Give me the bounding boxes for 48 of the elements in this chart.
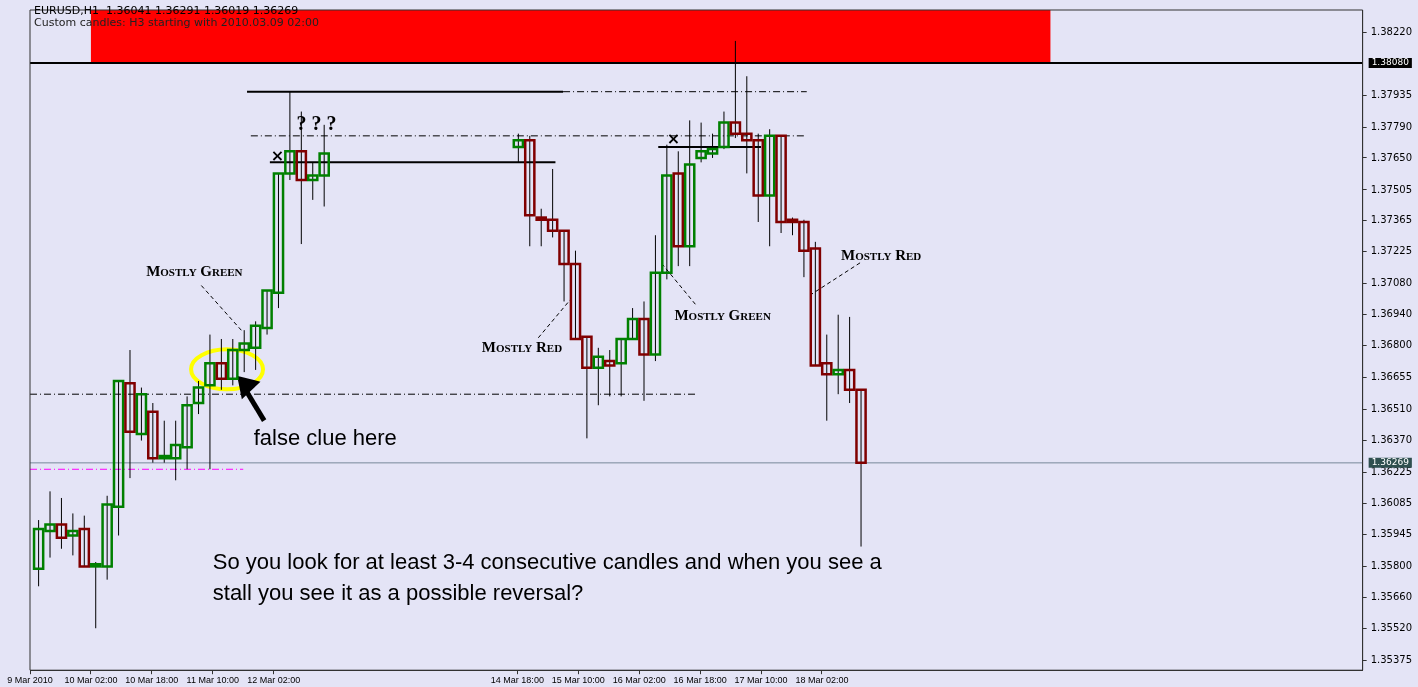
annotation: Mostly Red [841,246,922,263]
y-tick-label: 1.36800 [1370,339,1413,351]
x-tick-label: 11 Mar 10:00 [186,675,239,686]
candlestick [55,497,68,550]
ref-line-label: 1.38080 [1371,57,1410,68]
y-tick-label: 1.36225 [1370,466,1413,478]
x-tick-label: 9 Mar 2010 [7,675,53,686]
y-tick-label: 1.37365 [1370,214,1413,226]
y-tick-label: 1.36085 [1370,497,1413,509]
candlestick [763,128,776,247]
y-tick-label: 1.36655 [1370,371,1413,383]
y-tick-label: 1.37650 [1370,151,1413,163]
annotation: Mostly Red [481,338,563,355]
x-tick-label: 10 Mar 02:00 [64,675,118,686]
y-tick-label: 1.37790 [1370,120,1413,132]
candlestick [78,515,91,568]
y-tick-label: 1.35800 [1370,560,1413,572]
y-tick-label: 1.36370 [1370,434,1413,446]
y-tick-label: 1.37080 [1370,277,1413,289]
y-tick-label: 1.37225 [1370,245,1413,257]
annotation: Mostly Green [146,262,243,279]
annotation: × [270,146,285,166]
ref-line-label: 1.36269 [1371,457,1410,468]
y-tick-label: 1.38220 [1370,25,1413,37]
y-tick-label: 1.35520 [1370,621,1413,633]
candlestick [832,314,845,395]
candlestick [67,512,79,556]
annotation: false clue here [253,425,397,451]
y-tick-label: 1.37505 [1370,183,1413,195]
x-tick-label: 14 Mar 18:00 [490,675,544,686]
y-tick-label: 1.35375 [1370,653,1413,665]
annotation: So you look for at least 3-4 consecutive candles and when you see a stall you see it as a possible reversal? [212,548,883,605]
x-tick-label: 17 Mar 10:00 [734,675,788,686]
x-tick-label: 10 Mar 18:00 [125,675,179,686]
x-tick-label: 16 Mar 02:00 [612,675,666,686]
x-tick-label: 15 Mar 10:00 [551,675,605,686]
candlestick [147,402,159,464]
x-tick-label: 12 Mar 02:00 [247,675,301,686]
candlestick [672,150,685,267]
x-tick-label: 16 Mar 18:00 [673,675,727,686]
y-tick-label: 1.35660 [1370,590,1413,602]
y-tick-label: 1.35945 [1370,528,1413,539]
x-tick-label: 18 Mar 02:00 [795,675,849,686]
y-tick-label: 1.37935 [1370,88,1413,100]
candlestick [215,338,228,391]
annotation: Mostly Green [674,307,771,324]
y-tick-label: 1.36940 [1370,308,1413,320]
y-tick-label: 1.36510 [1370,403,1413,415]
